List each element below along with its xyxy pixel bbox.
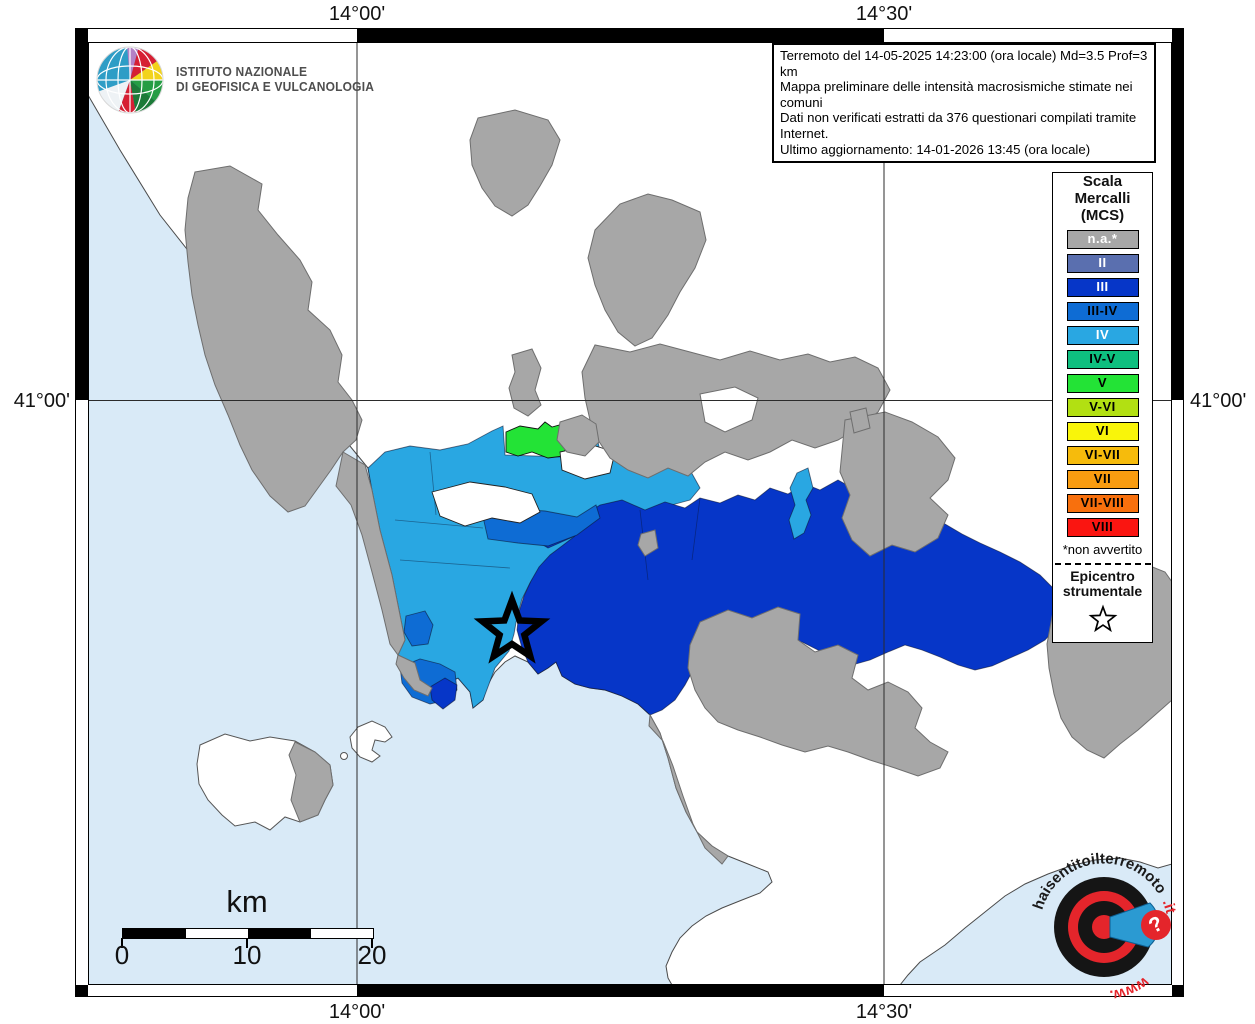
legend-title-line3: (MCS) bbox=[1080, 207, 1125, 224]
epicenter-star-icon bbox=[473, 590, 551, 664]
legend-item-viii: VIII bbox=[1066, 518, 1139, 537]
question-badge bbox=[1141, 910, 1171, 940]
legend-epicenter-star-icon bbox=[1088, 604, 1117, 633]
gray-municipality bbox=[587, 193, 707, 347]
earthquake-info-box: Terremoto del 14-05-2025 14:23:00 (ora l… bbox=[772, 43, 1156, 164]
legend-item-ii: II bbox=[1066, 254, 1139, 273]
scalebar-tick bbox=[246, 938, 248, 948]
scalebar bbox=[122, 928, 374, 939]
gray-municipality bbox=[184, 165, 363, 513]
axis-label-right: 41°00' bbox=[1190, 390, 1247, 412]
islands bbox=[196, 720, 393, 831]
scalebar-segment bbox=[185, 929, 248, 938]
scalebar-unit-label: km bbox=[226, 884, 268, 919]
info-line-map-type: Mappa preliminare delle intensità macros… bbox=[780, 79, 1133, 110]
island-procida bbox=[349, 720, 393, 763]
mercalli-legend: Scala Mercalli (MCS) n.a.* II III III-IV… bbox=[1052, 172, 1153, 643]
legend-item-vi: VI bbox=[1066, 422, 1139, 441]
frame-band bbox=[357, 29, 884, 42]
legend-swatches: n.a.* II III III-IV IV IV-V V V-VI VI VI… bbox=[1053, 230, 1152, 537]
legend-footnote: *non avvertito bbox=[1062, 542, 1143, 557]
region-intensity-iv-isolated bbox=[788, 467, 814, 540]
axis-label-top-left: 14°00' bbox=[328, 3, 386, 25]
municipal-borders bbox=[394, 451, 701, 581]
haisentitoilterremoto-logo: ? haisentitoilterremoto .it www. bbox=[1030, 850, 1179, 1004]
legend-item-vii: VII bbox=[1066, 470, 1139, 489]
ring-text-www: www. bbox=[1109, 973, 1153, 1004]
scalebar-tick-label-10: 10 bbox=[232, 940, 262, 970]
info-line-questionnaires: Dati non verificati estratti da 376 ques… bbox=[780, 110, 1137, 141]
scalebar-tick bbox=[371, 938, 373, 948]
frame-band bbox=[1172, 29, 1184, 400]
svg-text:www.: www. bbox=[1109, 973, 1153, 1004]
not-felt-municipalities bbox=[184, 109, 1172, 865]
legend-item-vii-viii: VII-VIII bbox=[1066, 494, 1139, 513]
legend-item-iii-iv: III-IV bbox=[1066, 302, 1139, 321]
legend-item-iv: IV bbox=[1066, 326, 1139, 345]
region-intensity-iii-iv-small bbox=[403, 610, 434, 647]
frame-band bbox=[1172, 985, 1184, 997]
ring-text-suffix: .it bbox=[1159, 897, 1179, 916]
map-layers bbox=[88, 42, 1172, 985]
legend-item-na: n.a.* bbox=[1066, 230, 1139, 249]
svg-text:.it: .it bbox=[1159, 897, 1179, 916]
scalebar-segment bbox=[123, 929, 186, 938]
frame-band bbox=[357, 985, 884, 997]
no-data-municipality bbox=[431, 481, 541, 527]
legend-title-line2: Mercalli bbox=[1074, 190, 1131, 207]
gray-municipality bbox=[469, 109, 561, 217]
axis-label-bottom-left: 14°00' bbox=[328, 1001, 386, 1023]
gray-municipality bbox=[395, 654, 433, 697]
gray-municipality bbox=[556, 414, 600, 457]
map-frame-inner bbox=[88, 42, 1172, 985]
ingv-name-line1: ISTITUTO NAZIONALE bbox=[176, 65, 308, 79]
gray-municipality bbox=[839, 411, 956, 557]
info-line-event: Terremoto del 14-05-2025 14:23:00 (ora l… bbox=[780, 48, 1148, 79]
frame-band bbox=[75, 29, 88, 400]
axis-label-left: 41°00' bbox=[13, 390, 70, 412]
legend-item-vi-vii: VI-VII bbox=[1066, 446, 1139, 465]
gray-municipality bbox=[637, 529, 659, 557]
scalebar-segment bbox=[310, 929, 373, 938]
region-intensity-iii-sliver bbox=[429, 677, 458, 710]
scalebar-segment bbox=[248, 929, 311, 938]
scalebar-tick-label-0: 0 bbox=[114, 940, 130, 970]
legend-item-iii: III bbox=[1066, 278, 1139, 297]
axis-label-bottom-right: 14°30' bbox=[855, 1001, 913, 1023]
ingv-logo: ISTITUTO NAZIONALE DI GEOFISICA E VULCAN… bbox=[94, 44, 382, 116]
gray-municipality bbox=[687, 606, 949, 777]
scalebar-tick bbox=[121, 938, 123, 948]
graticule bbox=[88, 42, 1172, 985]
epicenter-label-line2: strumentale bbox=[1062, 583, 1143, 599]
island-ischia-gray-part bbox=[288, 741, 334, 823]
legend-item-iv-v: IV-V bbox=[1066, 350, 1139, 369]
islet bbox=[340, 752, 348, 760]
legend-title-line1: Scala bbox=[1082, 173, 1123, 190]
gray-municipality bbox=[849, 407, 871, 434]
ingv-name-line2: DI GEOFISICA E VULCANOLOGIA bbox=[176, 80, 375, 94]
legend-item-v: V bbox=[1066, 374, 1139, 393]
axis-label-top-right: 14°30' bbox=[855, 3, 913, 25]
white-gap-municipality bbox=[699, 386, 759, 433]
gray-municipality bbox=[648, 713, 729, 865]
scalebar-tick-label-20: 20 bbox=[357, 940, 387, 970]
epicenter-label-line1: Epicentro bbox=[1070, 568, 1135, 584]
legend-divider bbox=[1054, 563, 1151, 565]
frame-band bbox=[75, 985, 88, 997]
gray-municipality bbox=[508, 348, 542, 417]
info-line-updated: Ultimo aggiornamento: 14-01-2026 13:45 (… bbox=[780, 141, 1091, 157]
legend-item-v-vi: V-VI bbox=[1066, 398, 1139, 417]
ingv-globe-icon bbox=[96, 46, 164, 114]
